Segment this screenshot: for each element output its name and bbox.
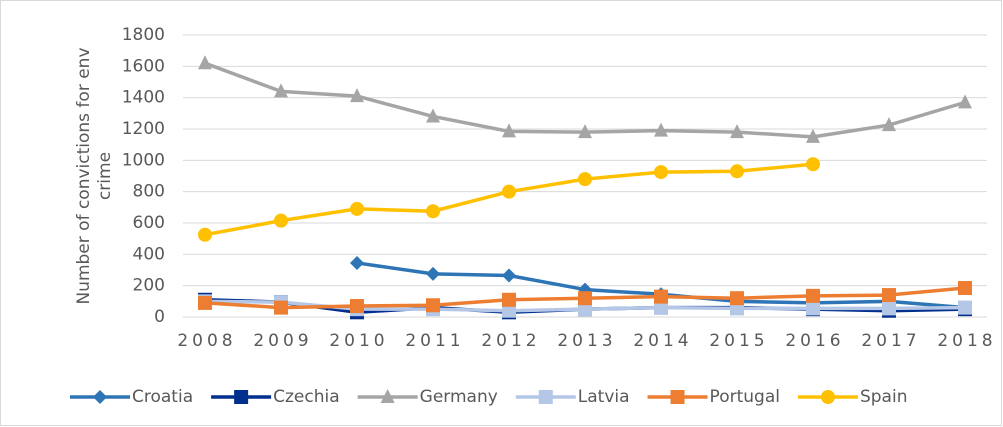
legend-marker (538, 390, 553, 404)
y-tick-label: 600 (133, 213, 165, 233)
marker (806, 128, 820, 143)
marker (578, 302, 592, 317)
marker (274, 213, 288, 228)
x-tick-label: 2009 (253, 331, 312, 351)
legend-marker (93, 390, 107, 404)
marker (350, 201, 364, 216)
legend-label: Germany (420, 387, 498, 407)
legend-label: Latvia (578, 387, 630, 407)
marker (958, 300, 972, 315)
marker (198, 55, 212, 70)
y-tick-label: 1800 (122, 25, 165, 45)
y-tick-label: 400 (133, 244, 165, 264)
y-tick-label: 800 (133, 182, 165, 202)
legend-label: Spain (860, 387, 908, 407)
y-tick-label: 1400 (122, 88, 165, 108)
marker (502, 292, 516, 307)
x-tick-label: 2010 (329, 331, 388, 351)
marker (502, 303, 516, 318)
y-tick-label: 200 (133, 276, 165, 296)
marker (426, 298, 440, 313)
marker (578, 172, 592, 187)
marker (426, 266, 440, 281)
marker (578, 291, 592, 306)
marker (958, 94, 972, 109)
marker (806, 157, 820, 172)
marker (274, 300, 288, 315)
legend-marker (670, 390, 685, 404)
y-axis-label: Number of convictions for env crime (74, 47, 115, 305)
legend-label: Portugal (710, 387, 780, 407)
x-tick-label: 2014 (633, 331, 692, 351)
x-tick-label: 2016 (785, 331, 844, 351)
marker (502, 184, 516, 199)
legend-item: Latvia (515, 387, 630, 407)
marker (274, 83, 288, 98)
marker (730, 291, 744, 306)
legend-item: Croatia (70, 387, 193, 407)
legend-item: Portugal (647, 387, 780, 407)
x-tick-label: 2018 (937, 331, 996, 351)
x-tick-label: 2012 (481, 331, 540, 351)
marker (806, 288, 820, 303)
x-tick-label: 2017 (861, 331, 920, 351)
marker (654, 165, 668, 180)
marker (882, 301, 896, 316)
y-tick-label: 1200 (122, 119, 165, 139)
marker (426, 108, 440, 123)
marker (882, 117, 896, 132)
legend-item: Germany (357, 387, 498, 407)
legend-item: Czechia (211, 387, 340, 407)
legend-marker (820, 390, 835, 404)
marker (350, 299, 364, 314)
y-tick-label: 1000 (122, 150, 165, 170)
marker (502, 268, 516, 283)
x-tick-label: 2013 (557, 331, 616, 351)
x-tick-label: 2011 (405, 331, 464, 351)
marker (806, 301, 820, 316)
legend-label: Czechia (273, 387, 340, 407)
marker (882, 288, 896, 303)
legend-item: Spain (797, 387, 908, 407)
marker (654, 300, 668, 315)
marker (654, 122, 668, 137)
marker (958, 281, 972, 296)
marker (730, 124, 744, 139)
marker (426, 204, 440, 219)
marker (730, 164, 744, 179)
marker (654, 289, 668, 304)
marker (350, 88, 364, 103)
legend-label: Croatia (132, 387, 193, 407)
marker (198, 295, 212, 310)
y-tick-label: 0 (154, 307, 165, 327)
marker (578, 124, 592, 139)
y-tick-label: 1600 (122, 56, 165, 76)
x-tick-label: 2008 (177, 331, 236, 351)
x-tick-label: 2015 (709, 331, 768, 351)
legend-marker (380, 389, 395, 403)
marker (502, 123, 516, 138)
legend-marker (234, 390, 249, 404)
marker (198, 227, 212, 242)
marker (350, 255, 364, 270)
